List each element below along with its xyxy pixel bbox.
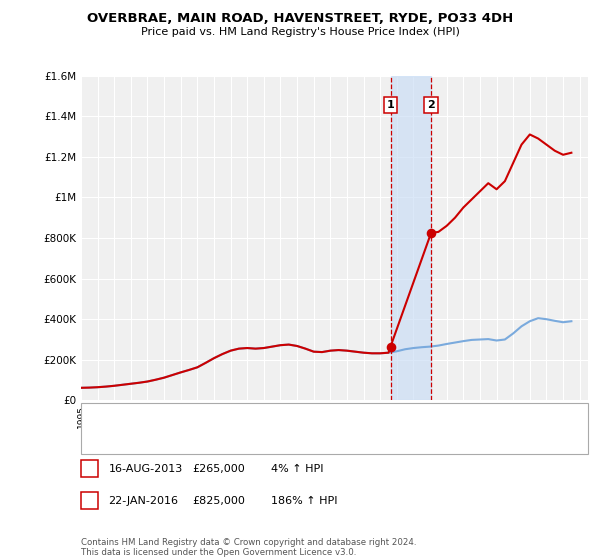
Text: 22-JAN-2016: 22-JAN-2016 xyxy=(109,496,179,506)
Text: OVERBRAE, MAIN ROAD, HAVENSTREET, RYDE, PO33 4DH (detached house): OVERBRAE, MAIN ROAD, HAVENSTREET, RYDE, … xyxy=(138,414,497,423)
Text: 1: 1 xyxy=(86,464,93,474)
Text: 2: 2 xyxy=(427,100,435,110)
Text: 16-AUG-2013: 16-AUG-2013 xyxy=(109,464,183,474)
Text: £825,000: £825,000 xyxy=(193,496,245,506)
Text: OVERBRAE, MAIN ROAD, HAVENSTREET, RYDE, PO33 4DH: OVERBRAE, MAIN ROAD, HAVENSTREET, RYDE, … xyxy=(87,12,513,25)
Text: 4% ↑ HPI: 4% ↑ HPI xyxy=(271,464,323,474)
Text: 1: 1 xyxy=(386,100,394,110)
Text: HPI: Average price, detached house, Isle of Wight: HPI: Average price, detached house, Isle… xyxy=(138,435,373,444)
Point xyxy=(386,342,395,351)
Text: 186% ↑ HPI: 186% ↑ HPI xyxy=(271,496,337,506)
Text: 2: 2 xyxy=(86,496,93,506)
Text: Price paid vs. HM Land Registry's House Price Index (HPI): Price paid vs. HM Land Registry's House … xyxy=(140,27,460,37)
Text: Contains HM Land Registry data © Crown copyright and database right 2024.
This d: Contains HM Land Registry data © Crown c… xyxy=(81,538,416,557)
Bar xyxy=(391,76,431,400)
Text: £265,000: £265,000 xyxy=(193,464,245,474)
Point xyxy=(426,228,436,237)
